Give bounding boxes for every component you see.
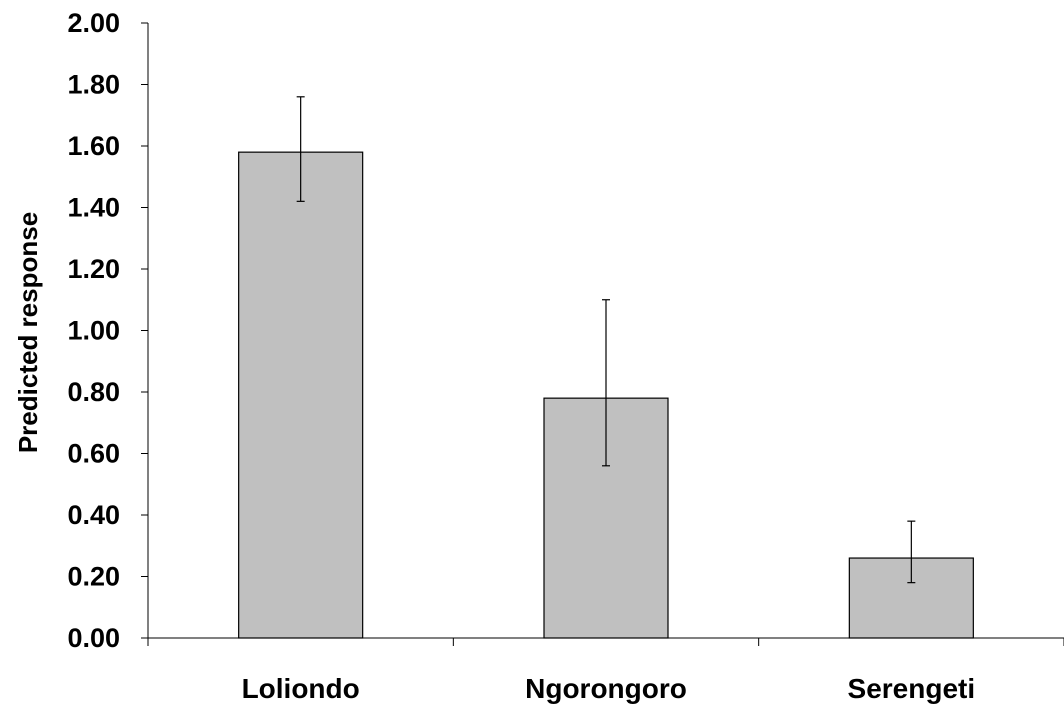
x-category-label: Serengeti	[848, 673, 976, 704]
x-category-label: Ngorongoro	[525, 673, 687, 704]
y-ticks-group: 0.00 0.20 0.40 0.60 0.80 1.00 1.20 1.40 1.60 1.80…	[67, 8, 148, 653]
y-axis-title: Predicted response	[13, 212, 43, 453]
error-bar-loliondo	[296, 96, 305, 202]
y-tick-label: 0.80	[67, 377, 120, 407]
x-ticks-group: Loliondo Ngorongoro Serengeti	[147, 638, 1064, 704]
x-category-label: Loliondo	[242, 673, 360, 704]
y-tick-label: 1.40	[67, 193, 120, 223]
y-tick-label: 0.20	[67, 562, 120, 592]
y-tick-label: 1.60	[67, 131, 120, 161]
y-tick-label: 0.00	[67, 623, 120, 653]
bar-loliondo	[238, 151, 364, 639]
error-bar-ngorongoro	[602, 299, 610, 467]
y-tick-label: 1.00	[67, 316, 120, 346]
error-bars-group	[296, 96, 916, 584]
y-tick-label: 2.00	[67, 8, 120, 38]
y-tick-label: 0.40	[67, 500, 120, 530]
y-tick-label: 1.80	[67, 70, 120, 100]
y-tick-label: 0.60	[67, 439, 120, 469]
y-tick-label: 1.20	[67, 254, 120, 284]
error-bar-serengeti	[907, 520, 916, 584]
